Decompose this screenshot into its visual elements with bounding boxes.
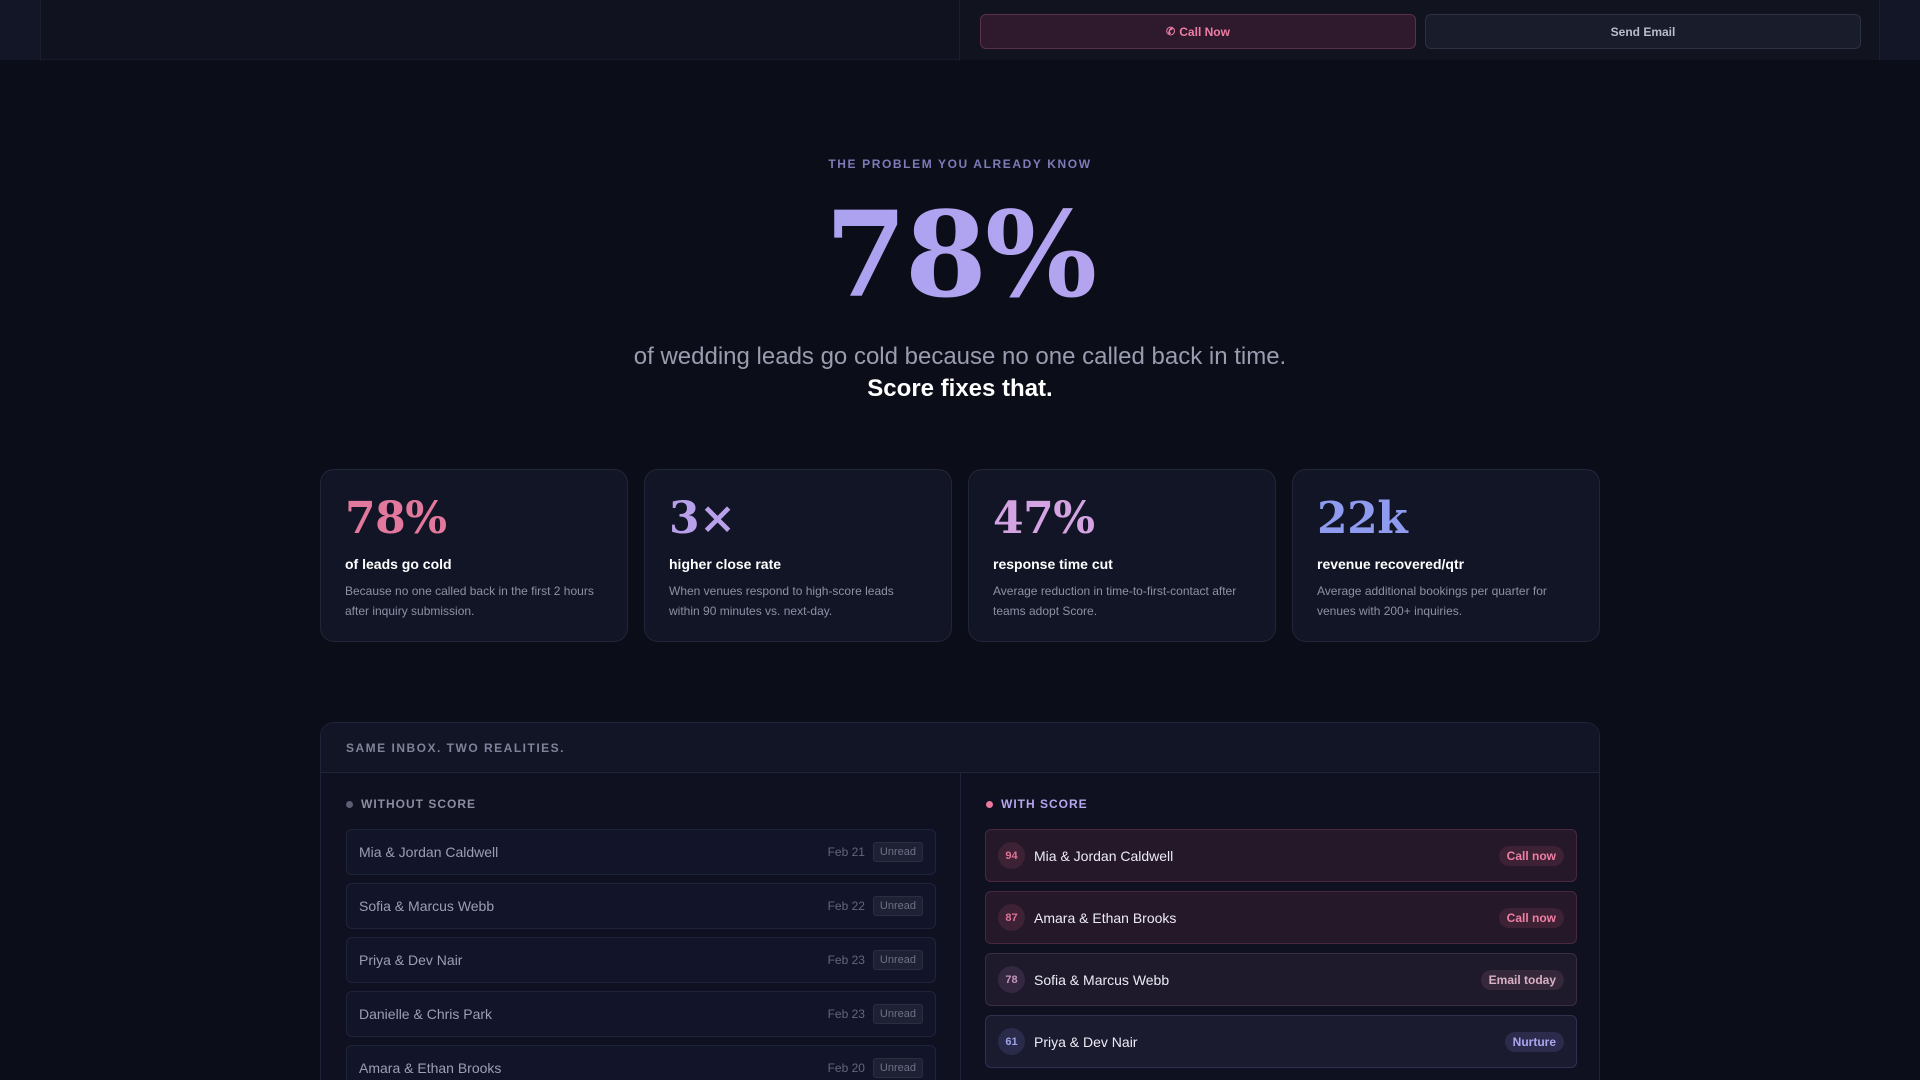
list-item[interactable]: 78 Sofia & Marcus Webb Email today	[985, 953, 1577, 1006]
action-tag: Call now	[1498, 907, 1564, 928]
list-item[interactable]: Amara & Ethan Brooks Feb 20 Unread	[346, 1045, 936, 1080]
top-bar-right-panel	[1879, 0, 1920, 60]
call-now-button[interactable]: ✆ Call Now	[980, 14, 1416, 49]
lead-name: Mia & Jordan Caldwell	[1034, 847, 1174, 864]
action-tag: Email today	[1480, 969, 1564, 990]
lead-date: Feb 21	[827, 845, 865, 859]
action-tag: Call now	[1498, 845, 1564, 866]
unsorted-inbox-list: Mia & Jordan Caldwell Feb 21 Unread Sofi…	[346, 829, 936, 1080]
status-badge: Unread	[872, 842, 923, 862]
stat-value: 47%	[993, 493, 1095, 544]
stat-value: 3×	[669, 493, 736, 544]
stat-description: When venues respond to high-score leads …	[669, 584, 894, 618]
status-dot-icon	[986, 800, 993, 808]
lead-score-badge: 87	[998, 904, 1025, 931]
lead-name: Sofia & Marcus Webb	[1034, 971, 1170, 988]
stat-description: Because no one called back in the first …	[345, 584, 594, 618]
status-dot-icon	[346, 800, 353, 808]
stat-value: 22k	[1317, 493, 1408, 544]
list-item[interactable]: Danielle & Chris Park Feb 23 Unread	[346, 991, 936, 1037]
lead-score-badge: 94	[998, 842, 1025, 869]
stat-label: of leads go cold	[345, 556, 452, 572]
lead-name: Sofia & Marcus Webb	[359, 898, 495, 914]
column-title-label: WITH SCORE	[1001, 797, 1088, 811]
lead-date: Feb 23	[827, 1007, 865, 1021]
column-title-label: WITHOUT SCORE	[361, 797, 476, 811]
lead-name: Amara & Ethan Brooks	[1034, 909, 1177, 926]
call-now-label: Call Now	[1179, 24, 1230, 39]
status-badge: Unread	[872, 1004, 923, 1024]
lead-date: Feb 20	[827, 1061, 865, 1075]
list-item[interactable]: 94 Mia & Jordan Caldwell Call now	[985, 829, 1577, 882]
action-tag: Nurture	[1504, 1031, 1564, 1052]
stat-card-close-rate: 3× higher close rate When venues respond…	[644, 469, 952, 642]
lead-score-badge: 78	[998, 966, 1025, 993]
lead-name: Priya & Dev Nair	[1034, 1033, 1138, 1050]
stat-card-leads-cold: 78% of leads go cold Because no one call…	[320, 469, 628, 642]
hero-eyebrow: THE PROBLEM YOU ALREADY KNOW	[828, 157, 1092, 171]
list-item[interactable]: 87 Amara & Ethan Brooks Call now	[985, 891, 1577, 944]
without-score-title: WITHOUT SCORE	[346, 797, 476, 811]
comparison-heading: SAME INBOX. TWO REALITIES.	[321, 723, 1599, 773]
send-email-label: Send Email	[1610, 24, 1676, 39]
stat-label: revenue recovered/qtr	[1317, 556, 1465, 572]
lead-date: Feb 22	[827, 899, 865, 913]
cta-bar: ✆ Call Now Send Email	[959, 0, 1881, 60]
stat-value: 78%	[345, 493, 447, 544]
phone-icon: ✆	[1166, 26, 1176, 38]
hero-strong-line: Score fixes that.	[867, 375, 1053, 402]
stat-label: higher close rate	[669, 556, 782, 572]
lead-name: Amara & Ethan Brooks	[359, 1060, 502, 1076]
stat-description: Average additional bookings per quarter …	[1317, 584, 1547, 618]
list-item[interactable]: Priya & Dev Nair Feb 23 Unread	[346, 937, 936, 983]
lead-name: Priya & Dev Nair	[359, 952, 463, 968]
lead-name: Danielle & Chris Park	[359, 1006, 493, 1022]
lead-name: Mia & Jordan Caldwell	[359, 844, 499, 860]
stat-cards: 78% of leads go cold Because no one call…	[320, 469, 1600, 642]
status-badge: Unread	[872, 1058, 923, 1078]
with-score-column: WITH SCORE 94 Mia & Jordan Caldwell Call…	[961, 773, 1599, 1080]
without-score-column: WITHOUT SCORE Mia & Jordan Caldwell Feb …	[321, 773, 961, 1080]
scored-inbox-list: 94 Mia & Jordan Caldwell Call now 87 Ama…	[985, 829, 1577, 1077]
hero-subtitle: of wedding leads go cold because no one …	[633, 343, 1287, 370]
stat-description: Average reduction in time-to-first-conta…	[993, 584, 1237, 618]
stat-card-response-time: 47% response time cut Average reduction …	[968, 469, 1276, 642]
status-badge: Unread	[872, 896, 923, 916]
stat-card-revenue: 22k revenue recovered/qtr Average additi…	[1292, 469, 1600, 642]
top-bar-left-panel	[0, 0, 41, 60]
hero-big-stat: 78%	[0, 190, 1920, 320]
lead-date: Feb 23	[827, 953, 865, 967]
stat-label: response time cut	[993, 556, 1113, 572]
lead-score-badge: 61	[998, 1028, 1025, 1055]
list-item[interactable]: Sofia & Marcus Webb Feb 22 Unread	[346, 883, 936, 929]
list-item[interactable]: Mia & Jordan Caldwell Feb 21 Unread	[346, 829, 936, 875]
with-score-title: WITH SCORE	[986, 797, 1088, 811]
status-badge: Unread	[872, 950, 923, 970]
list-item[interactable]: 61 Priya & Dev Nair Nurture	[985, 1015, 1577, 1068]
send-email-button[interactable]: Send Email	[1425, 14, 1861, 49]
inbox-comparison-panel: SAME INBOX. TWO REALITIES. WITHOUT SCORE…	[320, 722, 1600, 1080]
top-bar: ✆ Call Now Send Email	[0, 0, 1920, 60]
